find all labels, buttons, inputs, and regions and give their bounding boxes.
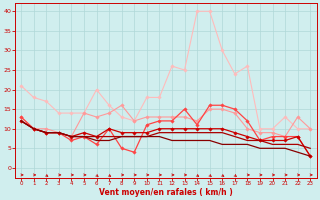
- X-axis label: Vent moyen/en rafales ( km/h ): Vent moyen/en rafales ( km/h ): [99, 188, 233, 197]
